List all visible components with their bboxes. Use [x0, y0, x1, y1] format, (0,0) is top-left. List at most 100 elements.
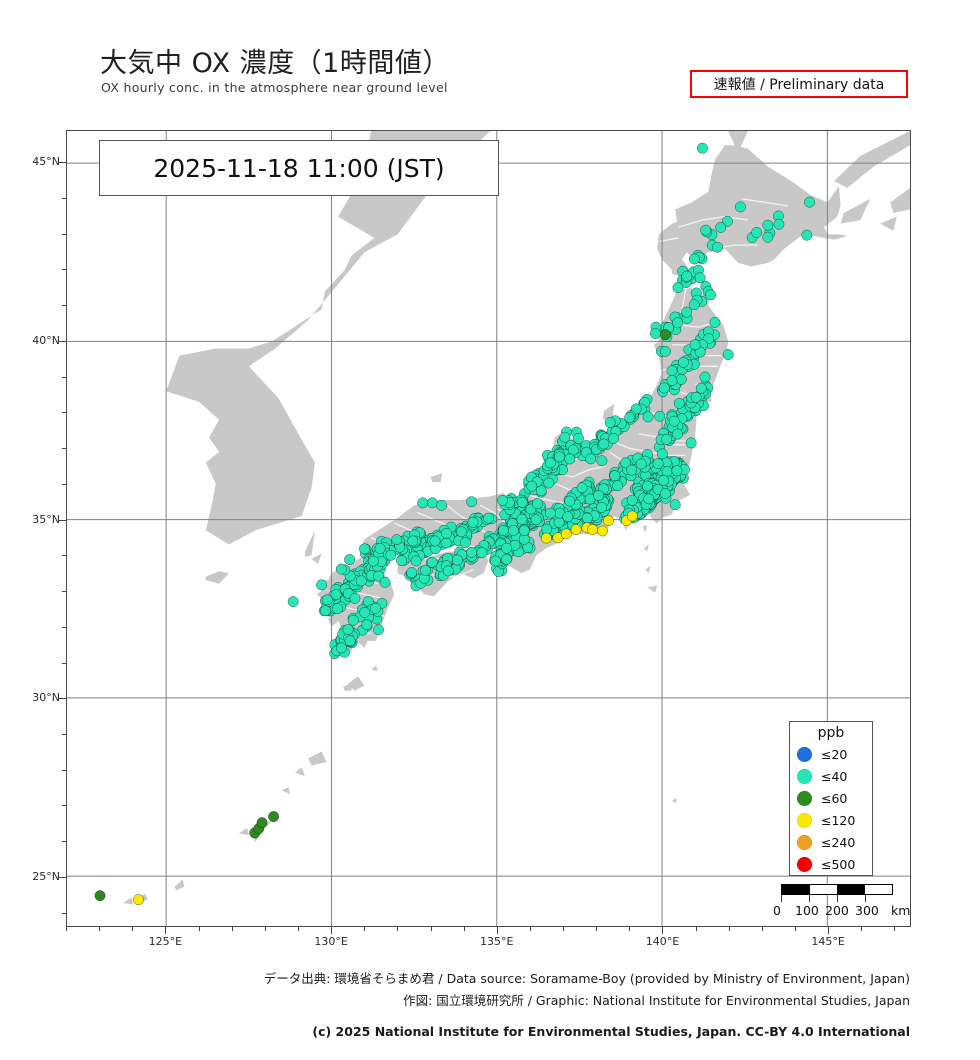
station-marker[interactable] — [672, 282, 684, 293]
station-marker[interactable] — [672, 317, 683, 329]
station-marker[interactable] — [598, 438, 610, 450]
station-marker[interactable] — [773, 218, 785, 230]
station-marker[interactable] — [320, 605, 331, 617]
station-marker[interactable] — [694, 272, 706, 284]
station-marker[interactable] — [359, 543, 370, 555]
legend-entry[interactable]: ≤20 — [790, 743, 872, 765]
station-marker[interactable] — [335, 642, 347, 654]
station-marker[interactable] — [705, 289, 716, 301]
station-marker[interactable] — [658, 382, 670, 394]
station-marker[interactable] — [544, 507, 556, 519]
station-marker[interactable] — [330, 589, 342, 600]
station-marker[interactable] — [535, 485, 547, 497]
station-marker[interactable] — [373, 624, 384, 636]
station-marker[interactable] — [507, 525, 519, 536]
station-marker[interactable] — [735, 201, 746, 213]
station-marker[interactable] — [516, 496, 528, 508]
station-marker[interactable] — [490, 555, 501, 567]
station-marker[interactable] — [406, 567, 418, 578]
station-marker[interactable] — [801, 229, 813, 241]
station-marker[interactable] — [685, 437, 697, 449]
station-marker[interactable] — [544, 457, 556, 469]
station-marker[interactable] — [501, 542, 513, 554]
station-marker[interactable] — [316, 579, 327, 591]
station-marker[interactable] — [593, 490, 605, 501]
station-marker[interactable] — [697, 142, 708, 154]
station-marker[interactable] — [541, 532, 552, 544]
station-marker[interactable] — [367, 555, 379, 567]
station-marker[interactable] — [518, 525, 530, 536]
station-marker[interactable] — [335, 563, 347, 575]
station-marker[interactable] — [804, 196, 815, 208]
station-marker[interactable] — [361, 619, 373, 631]
station-marker[interactable] — [456, 526, 467, 538]
station-marker[interactable] — [441, 527, 452, 539]
station-marker[interactable] — [467, 516, 479, 528]
station-marker[interactable] — [671, 465, 683, 477]
legend-entry[interactable]: ≤60 — [790, 787, 872, 809]
station-marker[interactable] — [658, 475, 670, 486]
station-marker[interactable] — [585, 453, 597, 465]
station-marker[interactable] — [722, 349, 734, 360]
station-marker[interactable] — [573, 432, 584, 444]
station-marker[interactable] — [712, 241, 723, 253]
station-marker[interactable] — [559, 431, 571, 443]
station-marker[interactable] — [407, 535, 419, 547]
station-marker[interactable] — [466, 496, 478, 508]
station-marker[interactable] — [608, 433, 619, 444]
map-canvas[interactable] — [66, 130, 911, 927]
station-marker[interactable] — [626, 494, 638, 506]
station-marker[interactable] — [660, 488, 671, 499]
station-marker[interactable] — [553, 517, 565, 528]
station-marker[interactable] — [459, 537, 471, 549]
station-marker[interactable] — [660, 329, 671, 340]
station-marker[interactable] — [396, 555, 407, 566]
station-marker[interactable] — [668, 415, 680, 427]
station-marker[interactable] — [347, 614, 359, 626]
station-marker[interactable] — [688, 299, 700, 311]
station-marker[interactable] — [466, 546, 478, 558]
station-marker[interactable] — [689, 253, 700, 265]
station-marker[interactable] — [570, 524, 582, 535]
station-marker[interactable] — [355, 575, 367, 587]
station-marker[interactable] — [620, 457, 632, 469]
station-marker[interactable] — [321, 594, 333, 606]
station-marker[interactable] — [587, 524, 599, 535]
station-marker[interactable] — [391, 534, 403, 546]
legend-entry[interactable]: ≤40 — [790, 765, 872, 787]
station-marker[interactable] — [256, 817, 268, 829]
station-marker[interactable] — [695, 382, 707, 394]
station-marker[interactable] — [359, 607, 371, 618]
station-marker[interactable] — [643, 493, 655, 505]
station-marker[interactable] — [576, 482, 588, 494]
station-marker[interactable] — [681, 306, 692, 318]
station-marker[interactable] — [657, 448, 668, 460]
station-marker[interactable] — [476, 547, 488, 559]
station-marker[interactable] — [603, 515, 614, 526]
station-marker[interactable] — [596, 501, 608, 513]
station-marker[interactable] — [681, 270, 693, 282]
station-marker[interactable] — [498, 525, 509, 536]
station-marker[interactable] — [344, 554, 355, 565]
station-marker[interactable] — [429, 535, 441, 547]
station-marker[interactable] — [596, 455, 608, 467]
station-marker[interactable] — [374, 543, 386, 554]
legend-entry[interactable]: ≤120 — [790, 809, 872, 831]
station-marker[interactable] — [715, 222, 727, 233]
station-marker[interactable] — [654, 410, 666, 422]
station-marker[interactable] — [612, 480, 624, 492]
station-marker[interactable] — [543, 477, 555, 489]
station-marker[interactable] — [370, 602, 381, 614]
station-marker[interactable] — [373, 570, 384, 582]
station-marker[interactable] — [660, 345, 671, 357]
station-marker[interactable] — [94, 890, 106, 902]
station-marker[interactable] — [669, 499, 681, 511]
station-marker[interactable] — [501, 553, 512, 565]
station-marker[interactable] — [700, 224, 712, 236]
station-marker[interactable] — [497, 495, 509, 506]
station-marker[interactable] — [379, 577, 391, 588]
station-marker[interactable] — [581, 512, 593, 524]
station-marker[interactable] — [344, 635, 356, 647]
station-marker[interactable] — [673, 398, 685, 409]
station-marker[interactable] — [650, 328, 661, 339]
